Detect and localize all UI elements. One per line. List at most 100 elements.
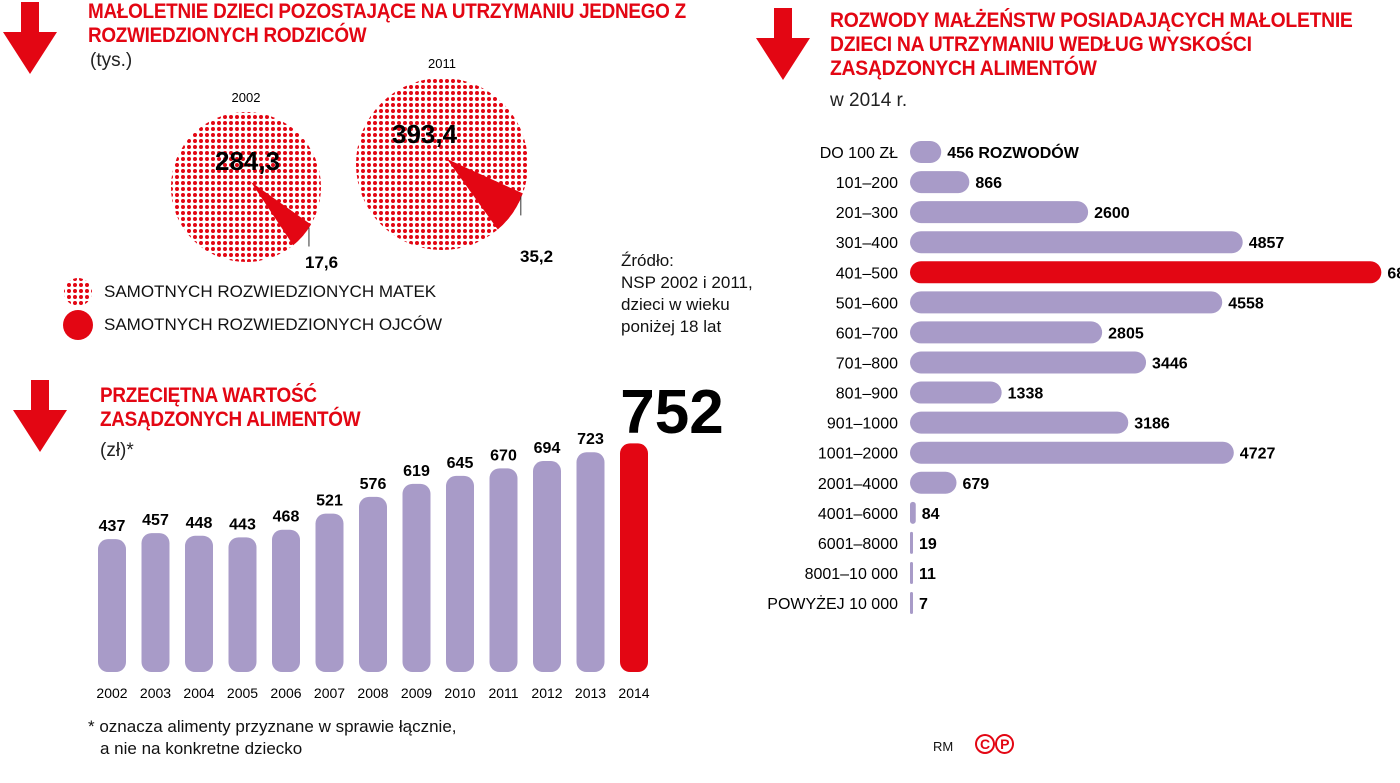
footnote-line: * oznacza alimenty przyznane w sprawie ł… <box>88 717 457 736</box>
bar-2003 <box>141 533 170 672</box>
hbar-value-label: 19 <box>919 536 937 553</box>
category-label: POWYŻEJ 10 000 <box>767 594 898 613</box>
x-tick-label: 2014 <box>618 685 649 701</box>
pie-fathers-2011 <box>447 159 523 230</box>
category-label: 1001–2000 <box>818 446 898 463</box>
bar-2005 <box>228 537 257 672</box>
x-tick-label: 2007 <box>314 685 345 701</box>
pie-fathers-value: 35,2 <box>520 247 553 266</box>
x-tick-label: 2005 <box>227 685 258 701</box>
pie-year-label: 2002 <box>232 90 261 105</box>
legend-fathers-swatch <box>63 310 93 340</box>
legend-fathers: SAMOTNYCH ROZWIEDZIONYCH OJCÓW <box>104 315 443 334</box>
source-line: Źródło: <box>621 251 674 270</box>
arrow-icon <box>13 380 67 452</box>
hbar-4001–6000 <box>910 501 916 524</box>
hbar-POWYŻEJ 10 000 <box>910 592 913 615</box>
source-line: dzieci w wieku <box>621 295 730 314</box>
bar-value-label: 448 <box>186 515 213 532</box>
x-tick-label: 2003 <box>140 685 171 701</box>
bar-2006 <box>272 529 300 672</box>
arrow-icon <box>756 8 810 80</box>
hbar-value-label: 11 <box>919 566 936 583</box>
category-label: 4001–6000 <box>818 506 898 523</box>
hbar-501–600 <box>910 291 1223 314</box>
category-label: 101–200 <box>836 175 898 192</box>
bar-2002 <box>98 539 126 672</box>
hbar-value-label: 3446 <box>1152 355 1188 372</box>
hbar-201–300 <box>910 201 1089 224</box>
hbar-value-label: 4558 <box>1228 295 1264 312</box>
hbar-title: ROZWODY MAŁŻEŃSTW POSIADAJĄCYCH MAŁOLETN… <box>830 8 1353 80</box>
hbar-value-label: 4857 <box>1249 235 1285 252</box>
hbar-301–400 <box>910 231 1243 254</box>
bar-value-label: 723 <box>577 431 604 448</box>
hbar-value-label: 1338 <box>1008 386 1044 403</box>
source-line: NSP 2002 i 2011, <box>621 273 753 292</box>
bar-2004 <box>185 535 213 672</box>
hbar-DO 100 ZŁ <box>910 141 942 163</box>
hbar-901–1000 <box>910 411 1129 434</box>
bar-value-label: 752 <box>620 378 723 447</box>
hbar-601–700 <box>910 321 1103 344</box>
hbar-101–200 <box>910 171 970 194</box>
hbar-value-label: 456 ROZWODÓW <box>947 143 1079 162</box>
pie-mothers-value: 284,3 <box>215 146 280 176</box>
bar-2013 <box>576 452 605 672</box>
hbar-401–500 <box>910 261 1382 284</box>
category-label: 901–1000 <box>827 416 898 433</box>
pie-year-label: 2011 <box>428 56 456 71</box>
bar-2007 <box>315 513 344 672</box>
hbar-subtitle: w 2014 r. <box>830 90 908 111</box>
hbar-8001–10 000 <box>910 561 913 584</box>
bar-2009 <box>402 483 431 672</box>
hbar-value-label: 4727 <box>1240 446 1276 463</box>
category-label: 801–900 <box>836 386 898 403</box>
hbar-value-label: 7 <box>919 596 928 613</box>
hbar-701–800 <box>910 351 1147 374</box>
bar-value-label: 437 <box>99 518 126 535</box>
bar-value-label: 619 <box>403 463 430 480</box>
hbar-value-label: 84 <box>922 506 940 523</box>
bar-value-label: 457 <box>142 512 169 529</box>
hbar-value-label: 3186 <box>1134 416 1170 433</box>
bar-2010 <box>446 475 474 672</box>
category-label: 301–400 <box>836 235 898 252</box>
x-tick-label: 2013 <box>575 685 606 701</box>
category-label: 8001–10 000 <box>805 566 899 583</box>
bar-2008 <box>359 496 387 672</box>
bar-title: PRZECIĘTNA WARTOŚĆ ZASĄDZONYCH ALIMENTÓW <box>100 384 361 431</box>
hbar-value-label: 2600 <box>1094 205 1130 222</box>
x-tick-label: 2012 <box>531 685 562 701</box>
bar-unit: (zł)* <box>100 440 134 461</box>
category-label: DO 100 ZŁ <box>820 145 898 162</box>
bar-value-label: 576 <box>360 476 387 493</box>
hbar-value-label: 866 <box>975 175 1002 192</box>
category-label: 201–300 <box>836 205 898 222</box>
x-tick-label: 2002 <box>96 685 127 701</box>
hbar-2001–4000 <box>910 471 957 494</box>
bar-value-label: 468 <box>273 509 300 526</box>
legend-mothers: SAMOTNYCH ROZWIEDZIONYCH MATEK <box>104 282 437 301</box>
source-line: poniżej 18 lat <box>621 317 722 336</box>
hbar-801–900 <box>910 381 1002 404</box>
pie-fathers-value: 17,6 <box>305 253 338 272</box>
category-label: 2001–4000 <box>818 476 898 493</box>
bar-value-label: 645 <box>447 455 474 472</box>
x-tick-label: 2008 <box>357 685 388 701</box>
footnote-line: a nie na konkretne dziecko <box>100 739 303 758</box>
x-tick-label: 2004 <box>183 685 214 701</box>
x-tick-label: 2009 <box>401 685 432 701</box>
category-label: 601–700 <box>836 325 898 342</box>
bar-2014 <box>620 443 648 672</box>
bar-2011 <box>489 468 518 672</box>
bar-2012 <box>533 461 561 672</box>
bar-value-label: 443 <box>229 516 256 533</box>
hbar-value-label: 2805 <box>1108 325 1144 342</box>
bar-value-label: 521 <box>316 493 343 510</box>
arrow-icon <box>3 2 57 74</box>
pie-title: MAŁOLETNIE DZIECI POZOSTAJĄCE NA UTRZYMA… <box>88 0 686 47</box>
x-tick-label: 2011 <box>488 685 518 701</box>
